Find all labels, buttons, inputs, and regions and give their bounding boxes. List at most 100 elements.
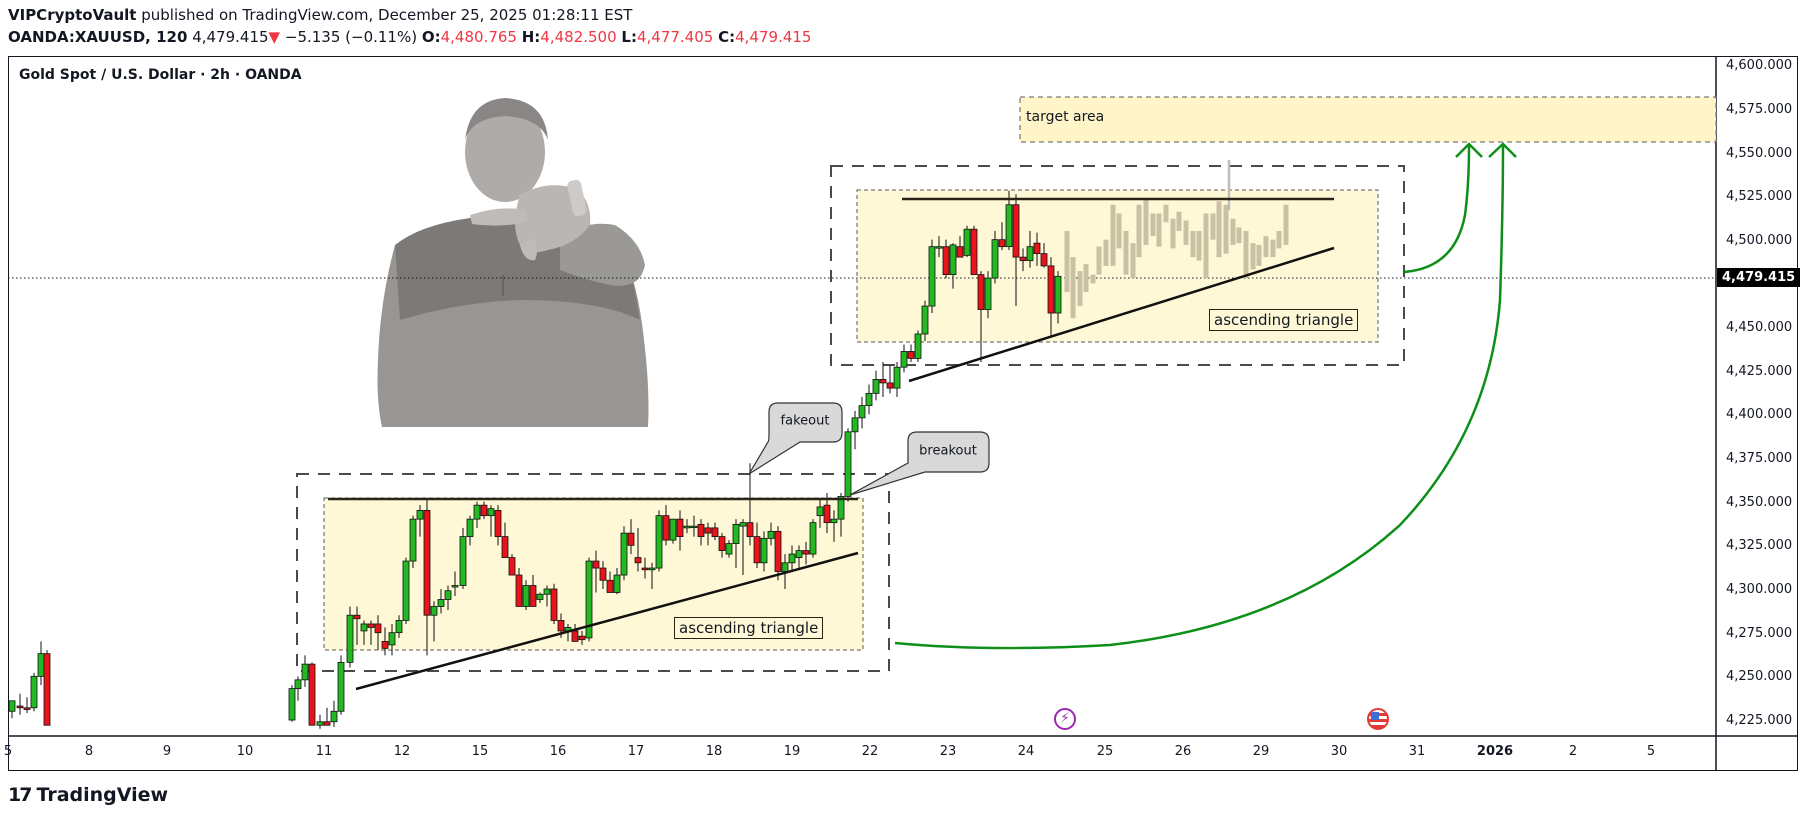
candle	[578, 635, 586, 641]
candle	[711, 527, 719, 538]
trendline-2	[908, 246, 1335, 383]
candle	[746, 522, 754, 538]
close-value: 4,479.415	[735, 28, 812, 46]
candle	[984, 277, 992, 310]
price-tick: 4,325.000	[1726, 538, 1793, 553]
candle	[501, 536, 509, 558]
candle	[956, 246, 964, 258]
candle	[753, 536, 761, 564]
candle	[683, 525, 691, 529]
candle	[367, 623, 375, 628]
time-tick: 15	[471, 744, 489, 759]
candle	[444, 590, 452, 600]
price-tick: 4,600.000	[1726, 58, 1793, 73]
price-tick: 4,575.000	[1726, 102, 1793, 117]
candle	[1033, 242, 1041, 255]
time-tick: 26	[1174, 744, 1192, 759]
time-tick: 8	[84, 744, 94, 759]
candle	[402, 560, 410, 621]
candle	[963, 228, 971, 256]
candle	[914, 333, 922, 359]
tradingview-mark-icon: 17	[8, 784, 32, 806]
candle	[30, 675, 38, 709]
current-price-tag: 4,479.415	[1717, 268, 1801, 287]
candle	[316, 721, 324, 726]
candles	[8, 190, 1062, 729]
candle	[437, 599, 445, 607]
candle	[837, 496, 845, 520]
candle	[1012, 204, 1020, 258]
time-tick: 2	[1568, 744, 1578, 759]
candle	[725, 543, 733, 555]
candle	[515, 574, 523, 607]
candle	[900, 351, 908, 368]
tradingview-logo[interactable]: 17 TradingView	[8, 784, 168, 806]
candle	[592, 560, 600, 569]
candle	[430, 606, 438, 616]
time-tick: 22	[861, 744, 879, 759]
candle	[760, 537, 768, 564]
us-flag-event-icon[interactable]	[1367, 708, 1389, 730]
candle	[1040, 253, 1048, 267]
candle	[487, 508, 495, 517]
candle	[353, 614, 361, 620]
author-name[interactable]: VIPCryptoVault	[8, 6, 137, 24]
publish-info: VIPCryptoVault published on TradingView.…	[8, 6, 632, 24]
candle	[473, 504, 481, 520]
open-label: O:	[421, 28, 441, 46]
time-tick: 31	[1408, 744, 1426, 759]
target-area-zone	[1019, 96, 1717, 143]
candle	[1054, 275, 1062, 314]
candle	[942, 246, 950, 276]
candle	[459, 536, 467, 586]
time-tick: 18	[705, 744, 723, 759]
candle	[494, 510, 502, 538]
price-tick: 4,250.000	[1726, 669, 1793, 684]
candle	[337, 661, 345, 712]
symbol: OANDA:XAUUSD, 120	[8, 28, 188, 46]
breakout-callout	[849, 431, 990, 496]
price-tick: 4,425.000	[1726, 364, 1793, 379]
candle	[641, 567, 649, 571]
candle	[872, 379, 880, 394]
time-tick: 16	[549, 744, 567, 759]
candle	[1026, 246, 1034, 262]
low-value: 4,477.405	[636, 28, 714, 46]
time-tick: 10	[236, 744, 254, 759]
time-tick: 17	[627, 744, 645, 759]
candle	[43, 653, 51, 726]
chart-frame[interactable]	[8, 56, 1798, 771]
candle	[662, 515, 670, 541]
candle	[977, 274, 985, 310]
candle	[928, 246, 936, 307]
time-tick: 2026	[1476, 744, 1514, 759]
down-arrow-icon: ▼	[268, 28, 281, 46]
price-change: −5.135 (−0.11%)	[284, 28, 418, 46]
trendline-1	[355, 551, 859, 691]
candle	[739, 522, 747, 527]
candle	[921, 305, 929, 335]
candle	[451, 585, 459, 588]
candle	[323, 721, 331, 726]
time-tick: 5	[1646, 744, 1656, 759]
candle	[816, 506, 824, 517]
open-value: 4,480.765	[440, 28, 517, 46]
arrow-head-large	[1488, 142, 1517, 158]
candle	[423, 510, 431, 616]
candle	[704, 527, 712, 534]
candle	[23, 707, 31, 710]
candle	[543, 588, 551, 595]
candle	[416, 510, 424, 520]
candle	[301, 663, 309, 681]
candle	[935, 246, 943, 249]
price-tick: 4,500.000	[1726, 233, 1793, 248]
candle	[599, 567, 607, 581]
candle	[865, 392, 873, 407]
candle	[676, 518, 684, 538]
candle	[8, 700, 16, 712]
candle	[879, 379, 887, 384]
candle	[809, 522, 817, 555]
lightning-event-icon[interactable]: ⚡	[1054, 708, 1076, 730]
candle	[360, 623, 368, 632]
